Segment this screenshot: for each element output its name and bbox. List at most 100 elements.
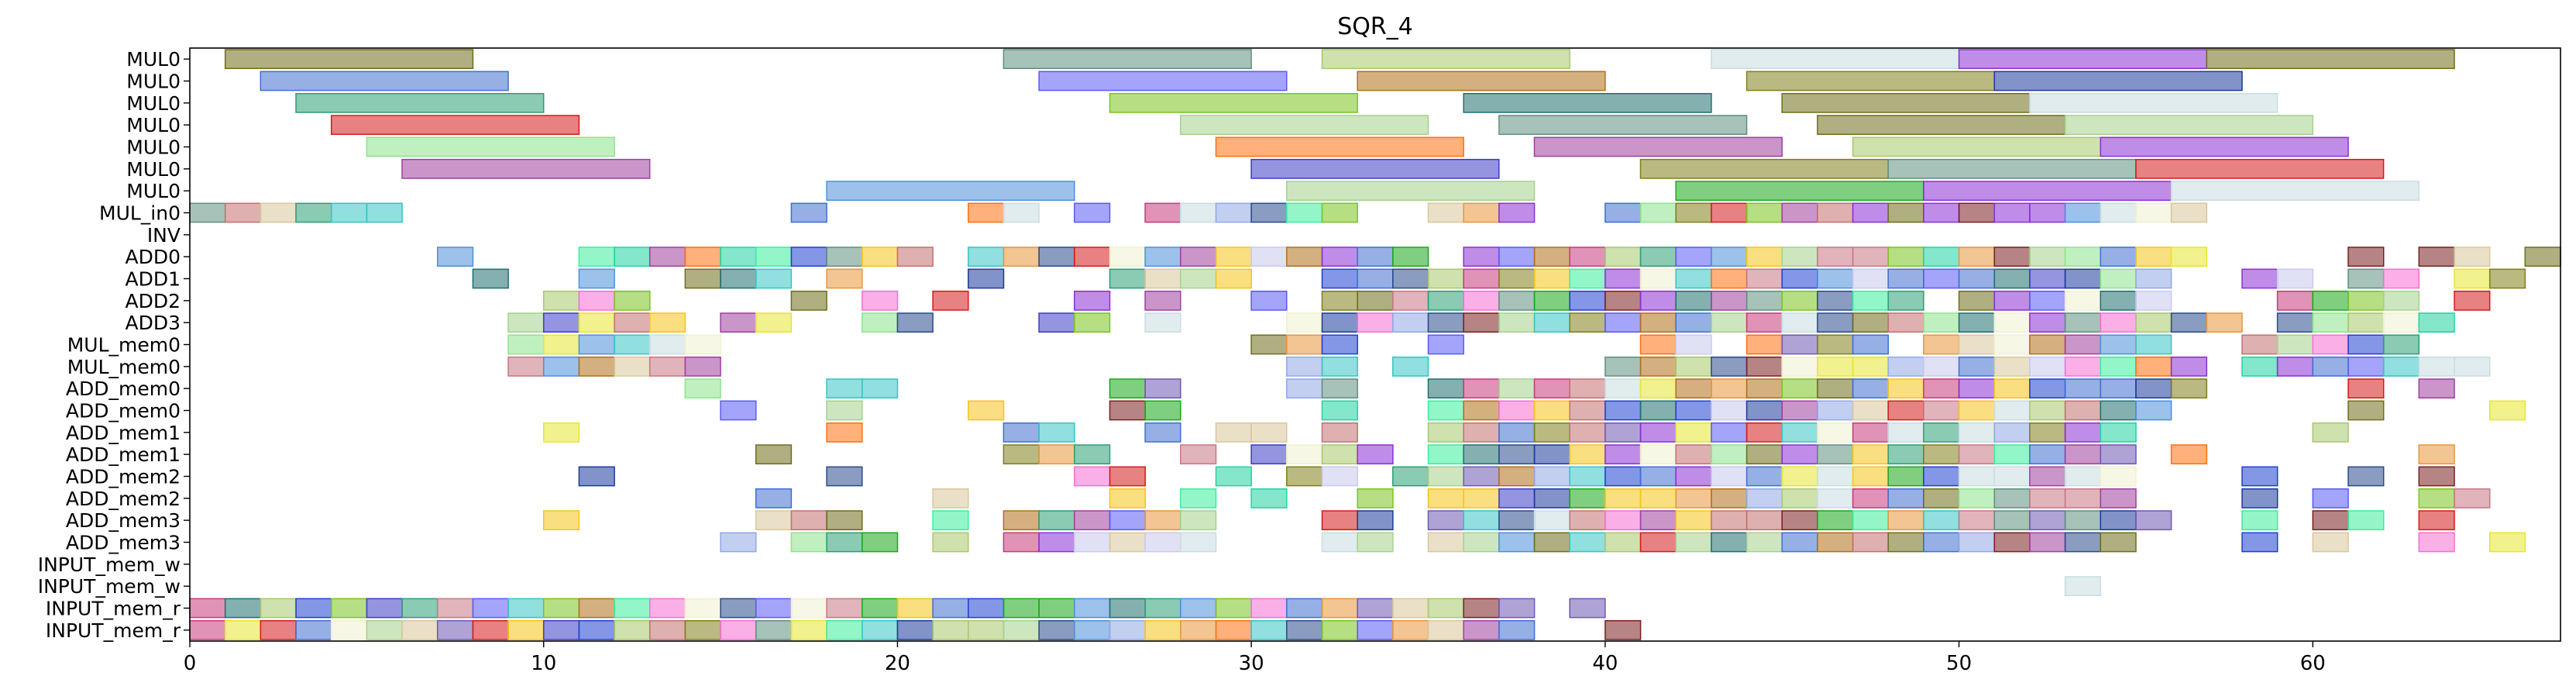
gantt-bar — [1533, 466, 1570, 487]
gantt-bar — [1993, 422, 2031, 443]
gantt-bar — [1357, 532, 1394, 553]
gantt-bar — [2347, 510, 2385, 531]
gantt-bar — [1993, 378, 2031, 399]
gantt-bar — [1745, 466, 1783, 487]
gantt-bar — [826, 532, 863, 553]
gantt-bar — [1321, 378, 1358, 399]
gantt-bar — [1180, 268, 1217, 289]
gantt-bar — [1711, 532, 1748, 553]
gantt-bar — [578, 334, 615, 355]
x-tick-label: 10 — [531, 652, 556, 675]
gantt-bar — [790, 510, 827, 531]
gantt-bar — [1144, 247, 1181, 267]
gantt-bar — [1498, 378, 1536, 399]
gantt-bar — [1286, 598, 1323, 619]
gantt-bar — [1711, 49, 1960, 70]
gantt-bar — [1038, 598, 1075, 619]
gantt-bar — [1215, 619, 1252, 640]
gantt-bar — [1569, 422, 1606, 443]
y-tick-label: MUL0 — [126, 71, 181, 93]
gantt-bar — [1993, 71, 2243, 91]
gantt-bar — [1463, 312, 1500, 333]
gantt-bar — [1745, 422, 1783, 443]
gantt-bar — [1745, 510, 1783, 531]
gantt-bar — [1357, 510, 1394, 531]
gantt-bar — [1887, 247, 1924, 267]
gantt-bar — [1781, 510, 1818, 531]
gantt-bar — [896, 619, 934, 640]
gantt-bar — [1993, 202, 2031, 223]
gantt-bar — [720, 400, 757, 421]
gantt-bar — [2382, 356, 2420, 377]
gantt-bar — [1923, 422, 1960, 443]
gantt-bar — [932, 532, 969, 553]
gantt-bar — [1180, 532, 1217, 553]
gantt-bar — [1533, 400, 1570, 421]
gantt-bar — [1109, 466, 1146, 487]
gantt-bar — [1958, 247, 1996, 267]
y-tick-label: MUL_mem0 — [67, 334, 181, 357]
gantt-bar — [614, 356, 651, 377]
y-labels-layer: MUL0MUL0MUL0MUL0MUL0MUL0MUL0MUL_in0INVAD… — [38, 48, 190, 642]
gantt-bar — [1180, 619, 1217, 640]
gantt-bar — [2347, 466, 2385, 487]
gantt-bar — [614, 619, 651, 640]
gantt-bar — [1711, 268, 1748, 289]
gantt-bar — [1817, 532, 1854, 553]
gantt-bar — [2312, 356, 2349, 377]
gantt-bar — [1144, 400, 1181, 421]
gantt-bar — [1392, 466, 1429, 487]
gantt-bar — [1604, 444, 1642, 465]
gantt-bar — [1498, 400, 1536, 421]
gantt-bar — [2064, 268, 2102, 289]
gantt-bar — [1321, 598, 1358, 619]
gantt-bar — [2488, 532, 2526, 553]
gantt-bar — [1781, 356, 1818, 377]
gantt-bar — [1180, 202, 1217, 223]
gantt-bar — [1250, 202, 1288, 223]
gantt-bar — [1498, 444, 1536, 465]
gantt-bar — [507, 598, 545, 619]
gantt-bar — [2029, 202, 2066, 223]
gantt-bar — [648, 356, 686, 377]
gantt-bar — [2029, 356, 2066, 377]
gantt-bar — [1392, 312, 1429, 333]
gantt-bar — [295, 619, 332, 640]
gantt-bar — [1781, 400, 1818, 421]
gantt-bar — [472, 619, 509, 640]
gantt-bar — [614, 247, 651, 267]
y-tick-label: ADD_mem1 — [66, 443, 181, 466]
gantt-bar — [1427, 488, 1464, 509]
gantt-bar — [826, 619, 863, 640]
gantt-bar — [1357, 268, 1394, 289]
gantt-bar — [2064, 290, 2102, 311]
gantt-bar — [2064, 202, 2102, 223]
gantt-bar — [1498, 312, 1536, 333]
gantt-bar — [2382, 268, 2420, 289]
gantt-bar — [1745, 378, 1783, 399]
gantt-bar — [1321, 290, 1358, 311]
gantt-bar — [684, 334, 721, 355]
y-tick-label: MUL0 — [126, 136, 181, 159]
gantt-bar — [2029, 466, 2066, 487]
gantt-bar — [1781, 290, 1818, 311]
gantt-bar — [1745, 71, 1996, 91]
gantt-bar — [1003, 598, 1040, 619]
gantt-bar — [1109, 268, 1146, 289]
gantt-bar — [1180, 488, 1217, 509]
gantt-bar — [1781, 312, 1818, 333]
gantt-bar — [1498, 268, 1536, 289]
gantt-bar — [1427, 334, 1464, 355]
gantt-bar — [2454, 268, 2491, 289]
gantt-bar — [1923, 466, 1960, 487]
gantt-bar — [1286, 378, 1323, 399]
gantt-bar — [1675, 290, 1712, 311]
gantt-bar — [2170, 312, 2208, 333]
gantt-bar — [2064, 510, 2102, 531]
gantt-bar — [1427, 598, 1464, 619]
gantt-bar — [1569, 400, 1606, 421]
gantt-bar — [578, 247, 615, 267]
gantt-bar — [1745, 488, 1783, 509]
gantt-bar — [1958, 422, 1996, 443]
gantt-bar — [1745, 268, 1783, 289]
